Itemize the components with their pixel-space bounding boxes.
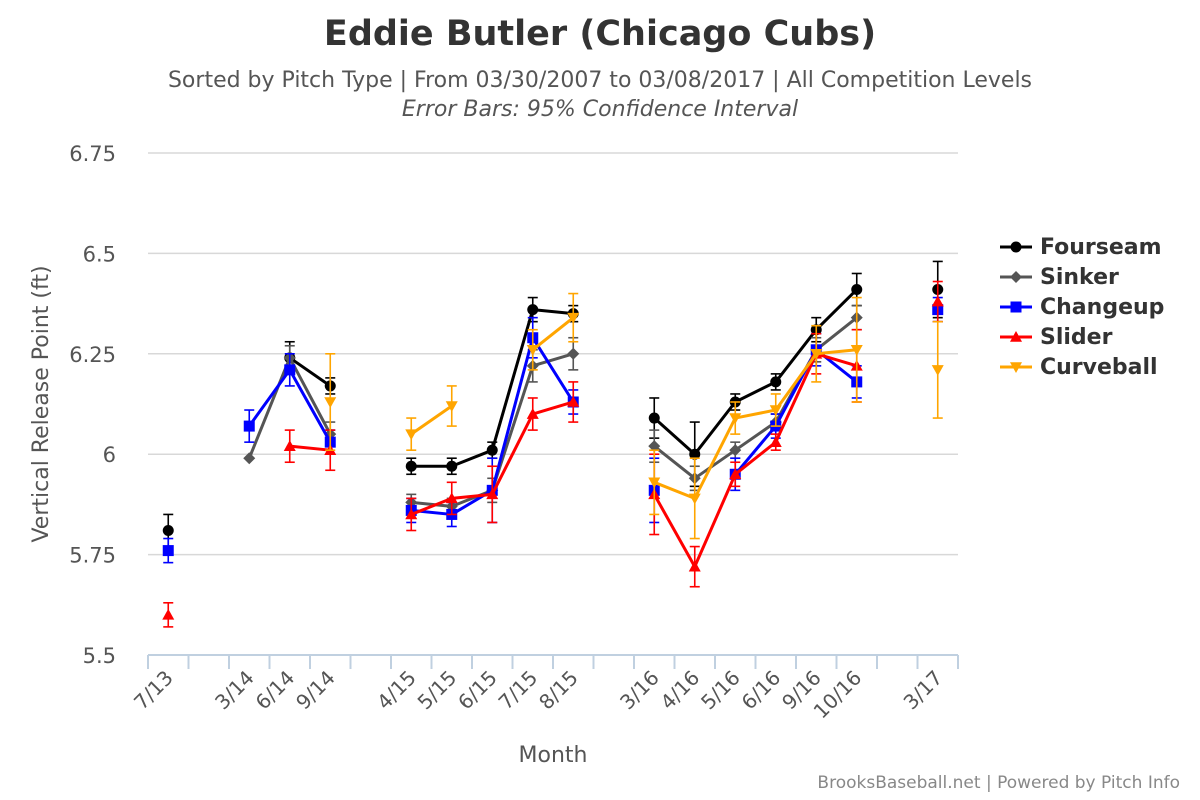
legend-item-changeup[interactable]: Changeup xyxy=(998,292,1164,322)
data-point-slider xyxy=(688,560,701,572)
legend-item-fourseam[interactable]: Fourseam xyxy=(998,232,1164,262)
y-tick-label: 5.5 xyxy=(83,644,116,668)
legend-label: Curveball xyxy=(1040,354,1158,380)
legend-marker xyxy=(1010,301,1022,313)
legend-label: Sinker xyxy=(1040,264,1119,290)
y-tick-label: 6.25 xyxy=(69,343,116,367)
y-tick-label: 6.75 xyxy=(69,142,116,166)
legend-label: Fourseam xyxy=(1040,234,1162,260)
data-point-curveball xyxy=(324,397,337,408)
sinker-legend-symbol-icon xyxy=(1000,271,1032,283)
data-point-curveball xyxy=(405,429,418,441)
series-line-sinker xyxy=(653,316,858,480)
legend-label: Slider xyxy=(1040,324,1113,350)
x-tick-label: 3/16 xyxy=(615,666,664,715)
slider-legend-symbol-icon xyxy=(1000,331,1032,342)
chart-error-bar-note: Error Bars: 95% Confidence Interval xyxy=(401,97,799,122)
series-line-slider xyxy=(652,352,858,569)
fourseam-legend-symbol-icon xyxy=(1000,241,1032,253)
data-point-curveball xyxy=(648,477,661,489)
x-tick-label: 6/14 xyxy=(251,666,300,715)
legend-marker xyxy=(1010,271,1022,283)
data-point-curveball xyxy=(931,365,944,376)
series-curveball xyxy=(324,292,944,540)
x-tick-label: 3/17 xyxy=(899,666,948,715)
series-line-slider xyxy=(289,444,331,452)
data-point-fourseam xyxy=(446,460,458,472)
chart-subtitle: Sorted by Pitch Type | From 03/30/2007 t… xyxy=(167,68,1033,93)
series-changeup xyxy=(162,296,944,564)
series-line-curveball xyxy=(653,348,857,500)
y-tick-label: 5.75 xyxy=(69,544,116,568)
data-point-changeup xyxy=(162,545,174,557)
legend-item-curveball[interactable]: Curveball xyxy=(998,352,1164,382)
data-point-sinker xyxy=(729,444,742,457)
data-point-fourseam xyxy=(162,525,174,537)
data-point-curveball xyxy=(445,401,458,413)
data-point-curveball xyxy=(810,349,823,360)
data-point-fourseam xyxy=(405,460,417,472)
data-point-fourseam xyxy=(770,376,782,388)
data-point-changeup xyxy=(243,420,255,432)
changeup-legend-symbol-icon xyxy=(1000,301,1032,313)
data-point-fourseam xyxy=(486,444,498,456)
x-tick-label: 8/15 xyxy=(534,666,583,715)
legend-label: Changeup xyxy=(1040,294,1165,320)
x-tick-label: 6/15 xyxy=(453,666,502,715)
series-line-fourseam xyxy=(288,356,332,388)
data-point-slider xyxy=(162,608,175,620)
data-point-slider xyxy=(486,488,499,500)
data-point-slider xyxy=(729,468,742,480)
x-tick-label: 7/13 xyxy=(129,666,178,715)
data-point-slider xyxy=(567,395,580,407)
data-point-slider xyxy=(526,408,539,419)
chart-credit: BrooksBaseball.net | Powered by Pitch In… xyxy=(817,773,1180,793)
data-point-slider xyxy=(283,440,296,451)
data-point-fourseam xyxy=(851,284,863,296)
data-point-curveball xyxy=(526,344,539,356)
x-tick-label: 9/14 xyxy=(291,666,340,715)
data-point-curveball xyxy=(688,493,701,505)
data-point-curveball xyxy=(567,312,580,324)
series-fourseam xyxy=(162,260,944,548)
x-axis-title: Month xyxy=(519,743,588,768)
series-line-curveball xyxy=(531,316,575,351)
legend-item-slider[interactable]: Slider xyxy=(998,322,1164,352)
data-point-slider xyxy=(405,508,418,520)
data-point-sinker xyxy=(648,440,661,453)
series-line-fourseam xyxy=(653,288,858,456)
data-point-curveball xyxy=(850,344,863,356)
curveball-legend-symbol-icon xyxy=(1000,362,1032,373)
data-point-curveball xyxy=(769,405,782,417)
chart-title: Eddie Butler (Chicago Cubs) xyxy=(323,14,877,54)
y-axis-title: Vertical Release Point (ft) xyxy=(29,265,54,542)
series-line-curveball xyxy=(410,404,453,436)
data-point-sinker xyxy=(243,452,256,465)
x-tick-label: 6/16 xyxy=(737,666,786,715)
x-tick-label: 4/15 xyxy=(372,666,421,715)
data-point-fourseam xyxy=(648,412,660,424)
data-point-fourseam xyxy=(689,448,701,460)
legend-item-sinker[interactable]: Sinker xyxy=(998,262,1164,292)
x-tick-label: 7/15 xyxy=(494,666,543,715)
data-point-sinker xyxy=(567,347,580,360)
chart-legend: Fourseam Sinker Changeup Slider Curveball xyxy=(998,232,1164,382)
legend-marker xyxy=(1010,241,1022,253)
y-tick-label: 6 xyxy=(103,443,116,467)
legend-marker xyxy=(1010,331,1022,342)
x-tick-label: 5/15 xyxy=(413,666,462,715)
legend-marker xyxy=(1010,362,1022,373)
x-tick-label: 5/16 xyxy=(696,666,745,715)
y-tick-label: 6.5 xyxy=(83,242,116,266)
data-point-fourseam xyxy=(527,304,539,316)
data-point-slider xyxy=(445,492,458,504)
data-point-curveball xyxy=(729,413,742,425)
x-tick-label: 3/14 xyxy=(210,666,259,715)
data-point-slider xyxy=(931,295,944,307)
series-line-changeup xyxy=(734,348,858,476)
x-tick-label: 4/16 xyxy=(656,666,705,715)
data-point-slider xyxy=(769,436,782,447)
data-point-changeup xyxy=(284,364,296,376)
